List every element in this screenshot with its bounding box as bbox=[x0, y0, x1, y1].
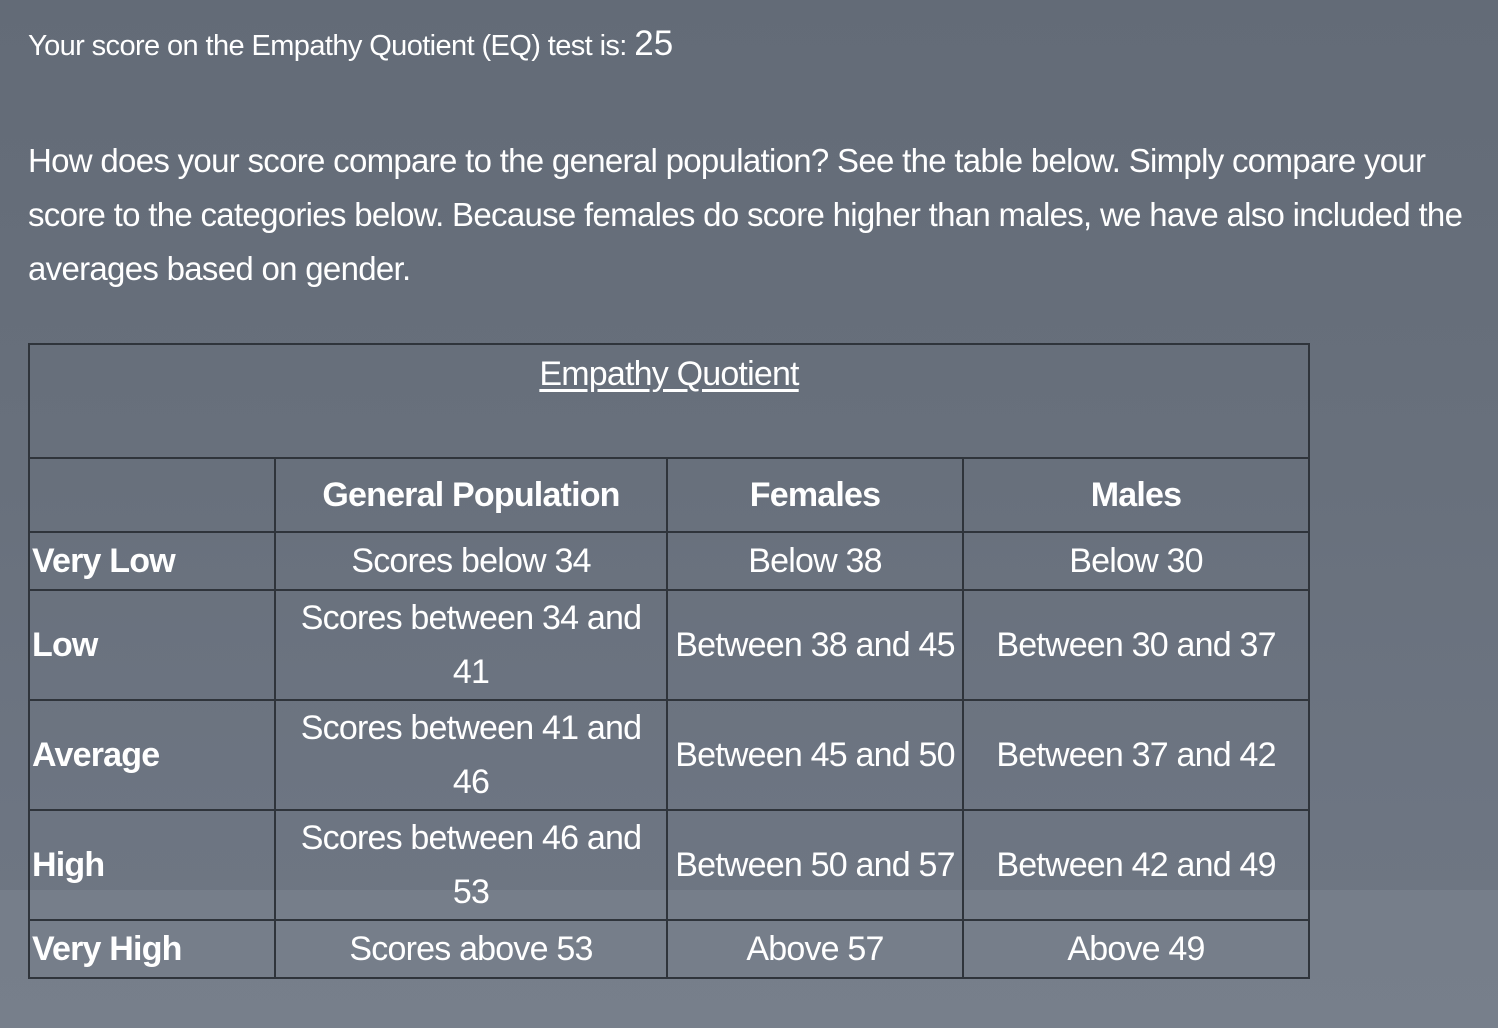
table-caption: Empathy Quotient bbox=[539, 355, 799, 393]
row-label: Very High bbox=[28, 919, 276, 979]
column-header-females: Females bbox=[666, 457, 964, 533]
row-label: Average bbox=[28, 699, 276, 811]
column-header-general-population: General Population bbox=[274, 457, 668, 533]
males-cell: Below 30 bbox=[961, 531, 1311, 591]
females-cell: Below 38 bbox=[666, 531, 964, 591]
table-caption-cell: Empathy Quotient bbox=[27, 343, 1311, 459]
general-population-cell: Scores between 34 and 41 bbox=[274, 589, 668, 701]
row-label: Low bbox=[28, 589, 276, 701]
females-cell: Between 38 and 45 bbox=[666, 589, 964, 701]
females-cell: Above 57 bbox=[666, 919, 964, 979]
males-cell: Above 49 bbox=[961, 919, 1311, 979]
score-value: 25 bbox=[634, 24, 674, 63]
score-line: Your score on the Empathy Quotient (EQ) … bbox=[28, 22, 1478, 68]
table-row-average: Average Scores between 41 and 46 Between… bbox=[28, 699, 1311, 811]
general-population-cell: Scores above 53 bbox=[274, 919, 668, 979]
males-cell: Between 42 and 49 bbox=[961, 809, 1311, 921]
table-row-low: Low Scores between 34 and 41 Between 38 … bbox=[28, 589, 1311, 701]
table-row-very-high: Very High Scores above 53 Above 57 Above… bbox=[28, 919, 1311, 979]
intro-paragraph: How does your score compare to the gener… bbox=[28, 142, 1463, 287]
males-cell: Between 37 and 42 bbox=[961, 699, 1311, 811]
males-cell: Between 30 and 37 bbox=[961, 589, 1311, 701]
results-content: Your score on the Empathy Quotient (EQ) … bbox=[28, 22, 1478, 296]
general-population-cell: Scores below 34 bbox=[274, 531, 668, 591]
row-label: High bbox=[28, 809, 276, 921]
general-population-cell: Scores between 46 and 53 bbox=[274, 809, 668, 921]
column-header-empty bbox=[28, 457, 276, 533]
females-cell: Between 45 and 50 bbox=[666, 699, 964, 811]
score-label: Your score on the Empathy Quotient (EQ) … bbox=[28, 30, 627, 62]
row-label: Very Low bbox=[28, 531, 276, 591]
general-population-cell: Scores between 41 and 46 bbox=[274, 699, 668, 811]
table-row-very-low: Very Low Scores below 34 Below 38 Below … bbox=[28, 531, 1311, 591]
column-header-males: Males bbox=[961, 457, 1311, 533]
table-row-high: High Scores between 46 and 53 Between 50… bbox=[28, 809, 1311, 921]
eq-comparison-table: Empathy Quotient General Population Fema… bbox=[27, 343, 1311, 979]
females-cell: Between 50 and 57 bbox=[666, 809, 964, 921]
